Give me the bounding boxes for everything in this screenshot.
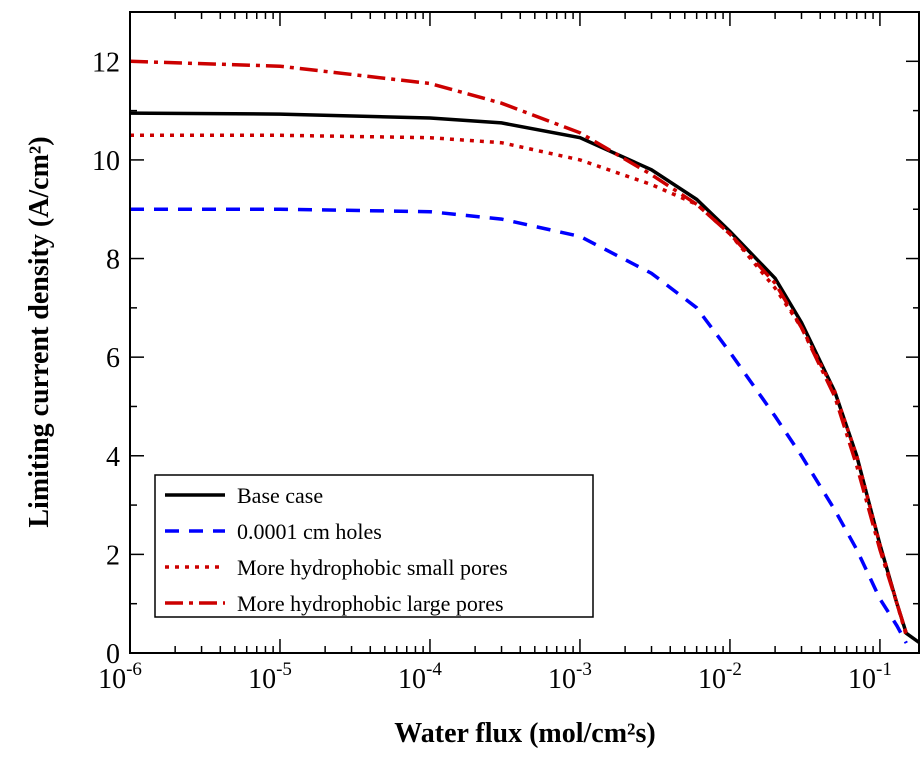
legend-label: More hydrophobic small pores xyxy=(237,555,508,580)
x-tick-label: 10-4 xyxy=(398,659,442,695)
series-line xyxy=(130,59,908,634)
y-tick-label: 0 xyxy=(106,639,120,670)
x-tick-exponent: -6 xyxy=(126,659,142,680)
x-tick-base: 10 xyxy=(98,664,126,695)
x-axis-label: Water flux (mol/cm²s) xyxy=(394,718,655,749)
y-tick-label: 4 xyxy=(106,442,120,473)
x-tick-label: 10-6 xyxy=(98,659,142,695)
legend-label: 0.0001 cm holes xyxy=(237,519,382,544)
y-tick-label: 2 xyxy=(106,540,120,571)
x-tick-base: 10 xyxy=(698,664,726,695)
y-tick-label: 10 xyxy=(92,146,120,177)
series-line xyxy=(130,133,908,637)
x-tick-exponent: -5 xyxy=(276,659,292,680)
x-tick-exponent: -2 xyxy=(726,659,742,680)
x-tick-label: 10-5 xyxy=(248,659,292,695)
x-tick-exponent: -1 xyxy=(876,659,892,680)
legend-box xyxy=(154,474,594,618)
plot-frame xyxy=(129,11,920,654)
y-axis-label: Limiting current density (A/cm²) xyxy=(24,136,55,527)
legend-label: Base case xyxy=(237,483,323,508)
x-tick-base: 10 xyxy=(248,664,276,695)
x-tick-label: 10-1 xyxy=(848,659,892,695)
x-tick-exponent: -4 xyxy=(426,659,442,680)
x-tick-exponent: -3 xyxy=(576,659,592,680)
x-tick-base: 10 xyxy=(398,664,426,695)
y-tick-label: 6 xyxy=(106,343,120,374)
x-tick-label: 10-2 xyxy=(698,659,742,695)
y-tick-label: 12 xyxy=(92,47,120,78)
x-tick-label: 10-3 xyxy=(548,659,592,695)
y-tick-label: 8 xyxy=(106,245,120,276)
series-line xyxy=(130,207,908,644)
x-tick-base: 10 xyxy=(848,664,876,695)
legend-label: More hydrophobic large pores xyxy=(237,591,504,616)
x-tick-base: 10 xyxy=(548,664,576,695)
